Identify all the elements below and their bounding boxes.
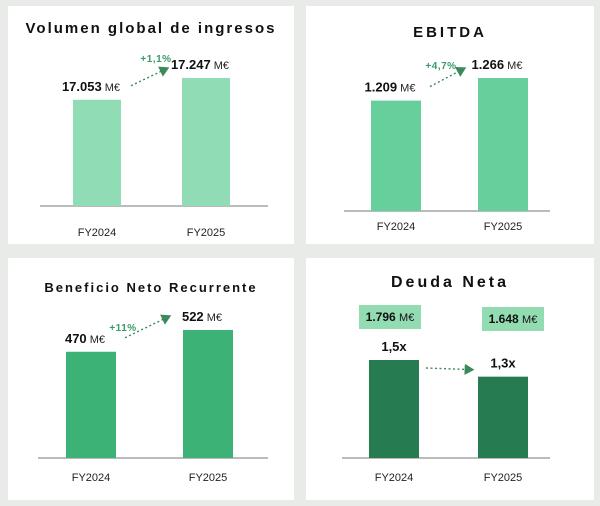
ingresos-chart: 17.053 M€ FY2024 17.247 M€ FY2025 +1,1% [40,54,268,239]
bar-fy2024 [369,360,419,458]
category-label: FY2024 [78,227,117,239]
change-label: +11% [109,323,136,334]
category-label: FY2025 [189,472,228,484]
bar-fy2025 [182,78,230,206]
panel-beneficio: Beneficio Neto Recurrente 470 M€ FY2024 52… [8,258,294,500]
category-label: FY2024 [72,472,111,484]
badge-value: 1.648 [488,312,519,326]
bar-fy2025 [478,376,528,458]
deuda-chart: 1,5x FY2024 1,3x FY2025 [342,339,550,484]
growth-arrow [124,314,172,339]
badge-unit: M€ [399,312,415,324]
badge-value: 1.796 [365,310,396,324]
chart-title: EBITDA [413,24,487,41]
value-label: 1.209 M€ [365,80,416,95]
chart-title: Volumen global de ingresos [25,20,277,37]
value-label: 17.247 M€ [171,57,229,72]
value-label: 1,3x [490,356,516,371]
change-label: +1,1% [140,54,171,65]
panel-ingresos: Volumen global de ingresos 17.053 M€ FY20… [8,6,294,244]
value-label: 1,5x [381,339,407,354]
debt-badge-fy2025: 1.648 M€ [482,307,544,331]
growth-arrow [425,363,475,375]
bar-fy2025 [478,78,528,211]
growth-arrow [130,66,170,87]
category-label: FY2025 [484,472,523,484]
value-label: 522 M€ [182,309,222,324]
change-label: +4,7% [425,61,456,72]
value-label: 470 M€ [65,331,105,346]
value-label: 17.053 M€ [62,79,120,94]
panel-deuda: Deuda Neta 1.796 M€ 1.648 M€ 1,5x FY2024 1… [306,258,594,500]
ebitda-chart: 1.209 M€ FY2024 1.266 M€ FY2025 +4,7% [344,57,550,233]
chart-title: Beneficio Neto Recurrente [44,280,258,295]
badge-unit: M€ [522,314,538,326]
chart-title: Deuda Neta [390,274,510,291]
category-label: FY2024 [377,221,416,233]
bar-fy2024 [73,99,121,206]
beneficio-chart: 470 M€ FY2024 522 M€ FY2025 +11% [38,309,268,484]
bar-fy2024 [66,351,116,458]
debt-badge-fy2024: 1.796 M€ [359,305,421,329]
bar-fy2024 [371,100,421,211]
growth-arrow [429,66,467,88]
value-label: 1.266 M€ [472,57,523,72]
category-label: FY2024 [375,472,414,484]
category-label: FY2025 [187,227,226,239]
panel-ebitda: EBITDA 1.209 M€ FY2024 1.266 M€ FY2025 +4,7% [306,6,594,244]
bar-fy2025 [183,330,233,458]
category-label: FY2025 [484,221,523,233]
